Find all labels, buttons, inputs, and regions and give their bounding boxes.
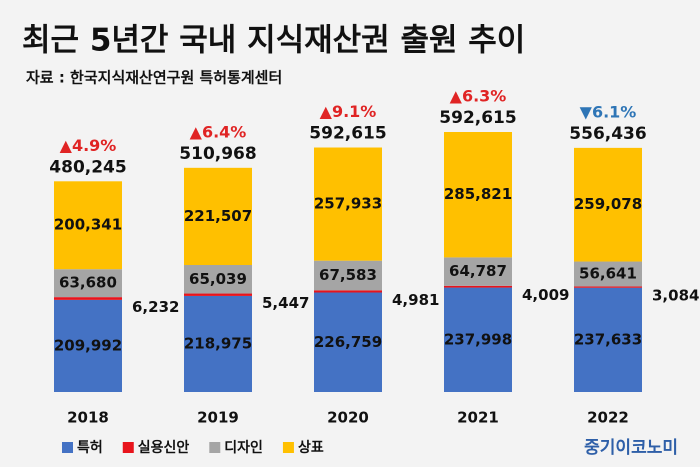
legend-swatch (209, 442, 221, 453)
total-label: 592,615 (439, 108, 516, 128)
bar-segment (184, 293, 252, 296)
segment-label: 5,447 (262, 294, 309, 312)
bar-segment (54, 269, 122, 298)
legend-label: 실용신안 (138, 439, 190, 456)
chart-title: 최근 5년간 국내 지식재산권 출원 추이 (22, 23, 525, 59)
x-tick-label: 2019 (197, 409, 239, 427)
x-tick-label: 2018 (67, 409, 109, 427)
legend-label: 상표 (298, 440, 324, 456)
legend-swatch (62, 442, 73, 453)
segment-label: 218,975 (184, 334, 252, 352)
segment-label: 6,232 (132, 298, 179, 316)
segment-label: 259,078 (574, 195, 642, 213)
change-label: ▼6.1% (580, 102, 637, 121)
total-label: 510,968 (179, 144, 256, 164)
change-label: ▲6.3% (450, 87, 507, 106)
change-label: ▲4.9% (60, 136, 117, 155)
legend-swatch (122, 442, 134, 453)
bar-segment (574, 261, 642, 287)
segment-label: 209,992 (54, 336, 122, 354)
segment-label: 221,507 (184, 207, 252, 225)
total-label: 556,436 (569, 124, 646, 144)
bar-segment (54, 297, 122, 300)
bar-segment (184, 295, 252, 392)
segment-label: 4,009 (522, 286, 569, 304)
bar-segment (574, 147, 642, 262)
segment-label: 65,039 (189, 270, 247, 288)
legend-label: 특허 (77, 439, 103, 456)
bar-segment (54, 299, 122, 392)
segment-label: 200,341 (54, 216, 122, 234)
segment-label: 237,633 (574, 330, 642, 348)
x-tick-label: 2022 (587, 409, 629, 427)
bar-segment (444, 285, 512, 288)
bar-segment (574, 286, 642, 288)
bar-segment (574, 287, 642, 392)
segment-label: 285,821 (444, 185, 512, 203)
segment-label: 237,998 (444, 330, 512, 348)
segment-label: 67,583 (319, 266, 377, 284)
segment-label: 63,680 (59, 274, 117, 292)
bar-segment (444, 287, 512, 392)
bar-segment (314, 290, 382, 293)
segment-label: 3,084 (652, 287, 699, 305)
segment-label: 56,641 (579, 264, 637, 282)
bar-segment (314, 147, 382, 261)
segment-label: 226,759 (314, 333, 382, 351)
bar-segment (314, 260, 382, 291)
x-tick-label: 2021 (457, 409, 499, 427)
segment-label: 64,787 (449, 262, 507, 280)
bar-segment (444, 132, 512, 258)
legend-label: 디자인 (224, 439, 263, 456)
segment-label: 257,933 (314, 195, 382, 213)
bar-segment (54, 181, 122, 270)
bar-segment (184, 167, 252, 266)
change-label: ▲6.4% (190, 122, 247, 141)
chart-subtitle: 자료 : 한국지식재산연구원 특허통계센터 (26, 69, 282, 87)
segment-label: 4,981 (392, 291, 439, 309)
x-tick-label: 2020 (327, 409, 369, 427)
total-label: 480,245 (49, 157, 126, 177)
legend-swatch (282, 442, 294, 453)
bar-segment (444, 257, 512, 286)
change-label: ▲9.1% (320, 102, 377, 121)
bar-segment (314, 292, 382, 392)
source-brand: 중기이코노미 (584, 438, 678, 458)
total-label: 592,615 (309, 124, 386, 144)
bar-segment (184, 265, 252, 294)
